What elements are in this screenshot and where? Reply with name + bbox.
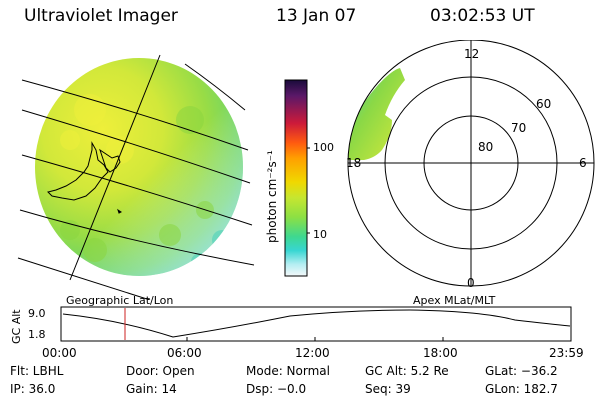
mlt-label-18: 18	[346, 156, 362, 170]
ip-readout: IP: 36.0	[10, 382, 56, 396]
glon-readout: GLon: 182.7	[485, 382, 558, 396]
altitude-plot	[60, 306, 572, 342]
seq-readout: Seq: 39	[365, 382, 411, 396]
polar-grid	[347, 40, 595, 287]
door-readout: Door: Open	[126, 364, 195, 378]
earth-disk	[35, 58, 243, 276]
mlat-label-70: 70	[511, 121, 527, 135]
dsp-readout: Dsp: −0.0	[246, 382, 307, 396]
altitude-xtick-2: 12:00	[295, 346, 330, 360]
image-time: 03:02:53 UT	[430, 6, 535, 26]
altitude-xtick-0: 00:00	[42, 346, 77, 360]
coastline	[47, 141, 122, 214]
geographic-image-panel	[17, 54, 255, 300]
glat-readout: GLat: −36.2	[485, 364, 558, 378]
altitude-ytick-9: 9.0	[28, 307, 46, 320]
left-panel-caption: Geographic Lat/Lon	[66, 294, 174, 307]
app-title: Ultraviolet Imager	[24, 6, 178, 26]
gc-alt-readout: GC Alt: 5.2 Re	[365, 364, 449, 378]
image-date: 13 Jan 07	[276, 6, 357, 26]
altitude-ytick-1-8: 1.8	[28, 328, 46, 341]
mlat-label-60: 60	[536, 97, 552, 111]
colorbar	[284, 79, 310, 277]
colorbar-tick-100: 100	[313, 141, 334, 154]
altitude-ylabel: GC Alt	[10, 309, 23, 344]
altitude-xtick-1: 06:00	[167, 346, 202, 360]
colorbar-tick-10: 10	[313, 228, 327, 241]
altitude-xtick-3: 18:00	[423, 346, 458, 360]
altitude-curve	[62, 309, 571, 338]
gain-readout: Gain: 14	[126, 382, 177, 396]
auroral-oval	[348, 68, 405, 160]
polar-mlt-plot	[347, 40, 595, 287]
mlat-label-80: 80	[478, 140, 494, 154]
altitude-xtick-4: 23:59	[549, 346, 584, 360]
mlt-label-0: 0	[467, 276, 475, 290]
right-panel-caption: Apex MLat/MLT	[413, 294, 496, 307]
lat-lon-grid	[17, 54, 255, 300]
mlt-label-12: 12	[464, 47, 480, 61]
mlt-label-6: 6	[579, 156, 587, 170]
colorbar-unit-label: photon cm⁻²s⁻¹	[265, 150, 279, 243]
filter-readout: Flt: LBHL	[10, 364, 64, 378]
mode-readout: Mode: Normal	[246, 364, 330, 378]
